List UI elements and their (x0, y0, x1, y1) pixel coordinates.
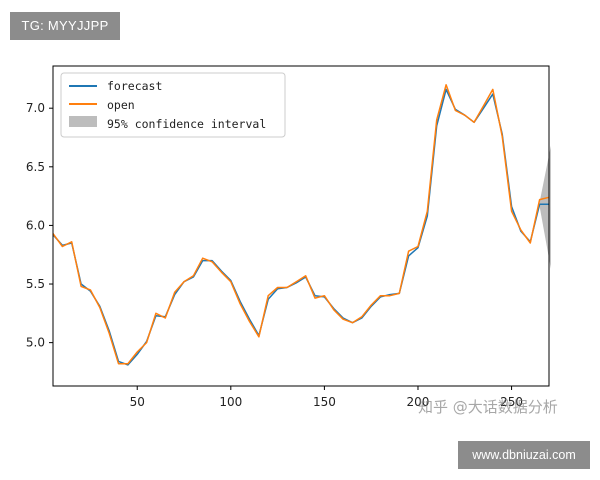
top-watermark-badge: TG: MYYJJPP (10, 12, 120, 40)
y-tick-label: 5.5 (26, 277, 45, 291)
x-tick-label: 50 (130, 395, 145, 409)
chart-panel: 5.0 5.5 6.0 6.5 7.0 50 100 150 200 250 forecast ope… (0, 55, 600, 430)
legend-ci-swatch (69, 116, 97, 127)
legend-box (60, 72, 286, 138)
legend-open-label: open (107, 98, 135, 112)
confidence-interval-band (539, 145, 551, 269)
legend-ci-label: 95% confidence interval (107, 117, 266, 131)
x-tick-label: 250 (500, 395, 523, 409)
legend-forecast-label: forecast (107, 79, 162, 93)
x-tick-label: 200 (407, 395, 430, 409)
x-tick-label: 100 (219, 395, 242, 409)
line-chart: 5.0 5.5 6.0 6.5 7.0 50 100 150 200 250 forecast ope… (26, 65, 551, 409)
y-tick-label: 6.5 (26, 160, 45, 174)
y-tick-label: 7.0 (26, 101, 45, 115)
site-watermark-badge: www.dbniuzai.com (458, 441, 590, 469)
open-line (52, 84, 550, 365)
x-tick-label: 150 (313, 395, 336, 409)
y-tick-label: 5.0 (26, 336, 45, 350)
y-tick-label: 6.0 (26, 218, 45, 232)
plot-frame (52, 65, 550, 387)
zhihu-watermark: 知乎 @大话数据分析 (418, 398, 558, 416)
